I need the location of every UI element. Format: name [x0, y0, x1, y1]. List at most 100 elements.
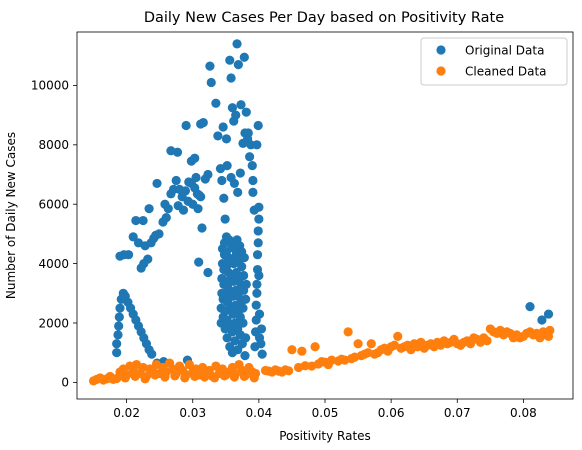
data-point [229, 178, 239, 189]
data-point [237, 261, 247, 272]
data-point [233, 60, 243, 70]
data-point [227, 103, 238, 113]
y-tick-label: 10000 [31, 79, 69, 93]
data-point [245, 152, 255, 162]
data-point [112, 339, 122, 349]
data-point [178, 205, 189, 215]
data-point [252, 288, 262, 298]
data-point [240, 351, 250, 361]
data-point [221, 134, 232, 144]
data-point [238, 138, 248, 148]
data-point [252, 279, 262, 289]
data-point [238, 303, 248, 313]
data-point [188, 199, 198, 209]
data-point [525, 302, 535, 312]
data-point [248, 175, 258, 186]
data-point [233, 187, 243, 197]
data-point [217, 175, 227, 186]
data-point [284, 366, 294, 376]
data-point [257, 349, 267, 359]
data-point [219, 371, 230, 381]
data-point [143, 254, 153, 264]
data-point [144, 204, 154, 214]
data-point [203, 169, 213, 180]
legend-box [420, 37, 568, 86]
data-point [300, 361, 310, 371]
data-point [191, 172, 201, 183]
data-point [249, 373, 259, 383]
data-point [220, 214, 230, 224]
data-point [206, 77, 216, 88]
data-point [310, 342, 320, 352]
data-point [213, 131, 223, 141]
y-tick-label: 0 [61, 376, 69, 390]
data-point [203, 267, 213, 278]
data-point [184, 359, 195, 370]
data-point [238, 318, 248, 328]
data-point [241, 294, 251, 304]
data-point [130, 371, 140, 382]
data-point [366, 339, 376, 349]
data-point [251, 300, 261, 310]
data-point [287, 345, 297, 355]
data-point [252, 140, 262, 150]
legend-marker [436, 45, 446, 55]
data-point [131, 215, 141, 226]
y-tick-label: 6000 [38, 198, 69, 212]
data-point [537, 315, 547, 325]
data-point [254, 309, 265, 319]
data-point [241, 107, 251, 117]
series-2 [88, 324, 555, 386]
chart-title: Daily New Cases Per Day based on Positiv… [144, 10, 504, 26]
data-point [230, 336, 240, 346]
data-point [543, 309, 554, 319]
data-point [114, 312, 124, 322]
data-point [113, 330, 123, 340]
x-tick-label: 0.08 [510, 406, 537, 420]
data-point [218, 122, 228, 132]
data-point [190, 371, 200, 382]
y-tick-label: 4000 [38, 257, 69, 271]
data-point [120, 373, 130, 383]
data-point [256, 339, 266, 349]
data-point [180, 186, 191, 196]
data-point [172, 147, 183, 157]
data-point [229, 372, 239, 382]
data-point [254, 214, 264, 224]
data-point [154, 229, 164, 239]
y-axis-title: Number of Daily New Cases [4, 132, 18, 299]
data-point [243, 128, 253, 138]
data-point [256, 324, 267, 334]
x-tick-label: 0.02 [113, 406, 140, 420]
data-point [190, 153, 200, 163]
data-points-layer [88, 39, 555, 386]
data-point [219, 193, 229, 203]
legend: Original Data Cleaned Data [420, 37, 568, 86]
data-point [222, 161, 232, 171]
data-point [545, 325, 555, 336]
data-point [222, 333, 232, 343]
data-point [232, 39, 242, 49]
data-point [239, 52, 249, 62]
data-point [197, 223, 207, 233]
data-point [138, 215, 148, 226]
data-point [115, 303, 125, 313]
data-point [194, 190, 204, 200]
data-point [180, 373, 190, 383]
data-point [112, 348, 122, 358]
legend-label: Original Data [465, 43, 544, 57]
data-point [239, 253, 249, 263]
data-point [160, 372, 170, 382]
data-point [343, 327, 353, 337]
data-point [254, 270, 264, 281]
y-tick-label: 2000 [38, 316, 69, 330]
data-point [253, 120, 263, 131]
data-point [253, 238, 263, 248]
data-point [393, 331, 403, 341]
data-point [241, 333, 251, 343]
data-point [231, 110, 241, 120]
legend-label: Cleaned Data [465, 64, 547, 78]
data-point [248, 187, 258, 197]
